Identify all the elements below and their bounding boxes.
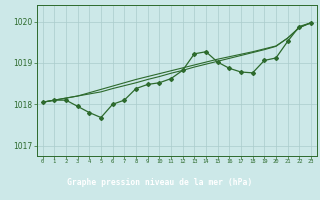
Text: Graphe pression niveau de la mer (hPa): Graphe pression niveau de la mer (hPa) (68, 178, 252, 187)
